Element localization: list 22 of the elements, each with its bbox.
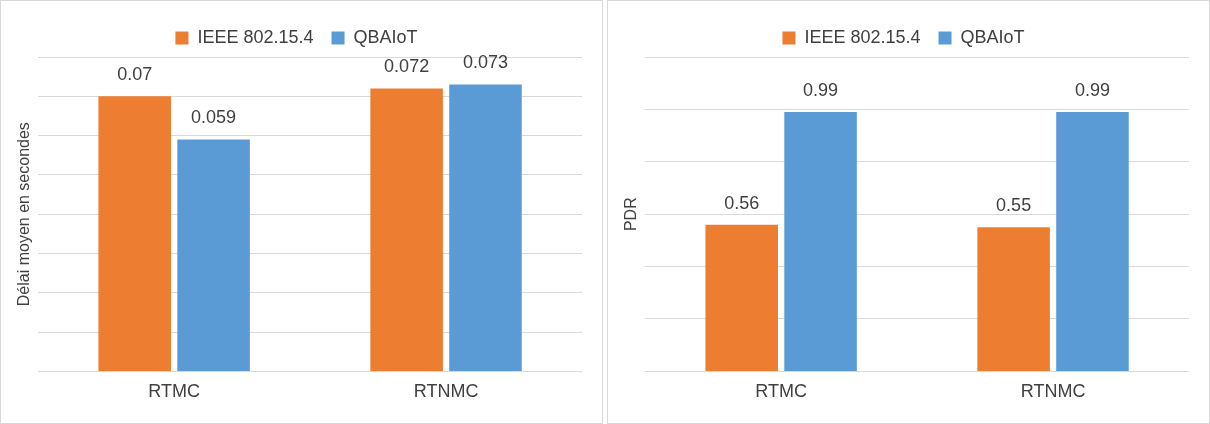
bar: [370, 88, 443, 371]
data-label: 0.07: [117, 64, 153, 85]
data-label: 0.99: [803, 79, 839, 100]
x-tick-label: RTNMC: [1020, 381, 1086, 402]
y-axis-title: PDR: [622, 197, 640, 232]
data-label: 0.073: [462, 52, 508, 73]
x-tick-label: RTNMC: [413, 381, 479, 402]
legend-label: IEEE 802.15.4: [197, 26, 314, 47]
data-label: 0.059: [191, 107, 237, 128]
data-label: 0.99: [1074, 79, 1110, 100]
bar: [98, 96, 171, 371]
x-tick-label: RTMC: [755, 381, 807, 402]
legend-label: IEEE 802.15.4: [804, 26, 921, 47]
data-label: 0.55: [996, 195, 1032, 216]
x-tick-label: RTMC: [148, 381, 200, 402]
legend-label: QBAIoT: [960, 26, 1025, 47]
y-axis-title: Délai moyen en secondes: [15, 122, 33, 307]
bar: [177, 139, 250, 371]
legend-label: QBAIoT: [353, 26, 418, 47]
data-label: 0.56: [724, 192, 760, 213]
data-label: 0.072: [384, 56, 430, 77]
bar: [449, 84, 522, 371]
